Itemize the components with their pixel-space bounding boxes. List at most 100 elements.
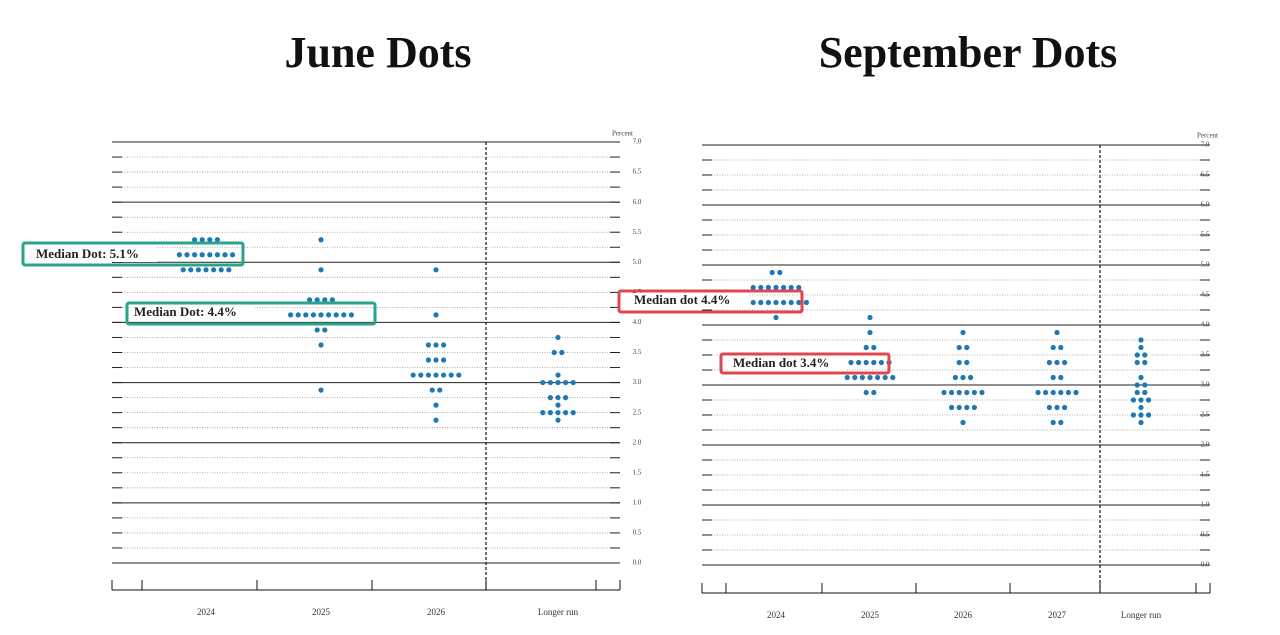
dot — [1138, 397, 1144, 403]
dot — [456, 372, 462, 378]
y-tick-label: 1.0 — [633, 498, 642, 506]
dot — [949, 404, 955, 411]
y-tick-label: 5.0 — [633, 258, 642, 266]
annotation: Median dot 3.4% — [719, 352, 891, 375]
dot — [890, 374, 896, 381]
dot — [1050, 389, 1056, 396]
dot — [214, 237, 220, 243]
unit-label: Percent — [612, 130, 633, 138]
y-tick-label: 3.5 — [1201, 351, 1210, 359]
dot — [1073, 389, 1079, 396]
dot — [540, 379, 546, 386]
annotation-text: Median Dot: 5.1% — [36, 246, 139, 261]
dot — [758, 299, 764, 306]
dot — [211, 267, 217, 273]
dot — [348, 312, 354, 318]
dot — [1050, 419, 1056, 426]
y-tick-label: 7.0 — [1201, 141, 1210, 149]
dot — [199, 252, 205, 258]
dot — [1134, 382, 1140, 388]
dot — [429, 387, 435, 393]
chart-title: September Dots — [819, 28, 1118, 77]
dot — [222, 252, 228, 258]
x-tick-label: 2027 — [1048, 610, 1067, 620]
dot — [1130, 412, 1136, 418]
dot — [555, 417, 561, 423]
dot — [563, 410, 569, 416]
y-tick-label: 6.5 — [1201, 171, 1210, 179]
dot — [1142, 352, 1148, 358]
dot — [425, 357, 431, 363]
dot — [1054, 404, 1060, 411]
dot — [230, 252, 236, 258]
dot — [960, 374, 966, 381]
dot — [341, 312, 347, 318]
y-tick-label: 6.0 — [633, 198, 642, 206]
dot — [318, 387, 324, 393]
dot — [329, 297, 335, 303]
dot — [555, 402, 561, 408]
dot — [203, 267, 209, 273]
dot — [437, 387, 443, 393]
y-tick-label: 1.5 — [1201, 471, 1210, 479]
y-tick-label: 6.0 — [1201, 201, 1210, 209]
dot — [295, 312, 301, 318]
dot — [1142, 389, 1148, 396]
dot — [781, 284, 787, 291]
annotation-bg — [728, 356, 846, 371]
y-tick-label: 4.5 — [1201, 291, 1210, 299]
dot — [433, 357, 439, 363]
dot — [960, 419, 966, 426]
dot — [1138, 419, 1144, 426]
dot — [1043, 389, 1049, 396]
dot — [871, 359, 877, 366]
annotation-text: Median dot 4.4% — [634, 292, 730, 307]
x-tick-label: 2024 — [197, 607, 216, 617]
dot — [773, 299, 779, 306]
dot — [1054, 359, 1060, 366]
y-tick-label: 1.5 — [633, 468, 642, 476]
y-tick-label: 1.0 — [1201, 501, 1210, 509]
dot — [979, 389, 985, 396]
dot — [180, 267, 186, 273]
dot — [781, 299, 787, 306]
dot — [852, 374, 858, 381]
annotation-text: Median dot 3.4% — [733, 355, 829, 370]
dot — [559, 349, 565, 356]
dot — [856, 359, 862, 366]
dot — [964, 359, 970, 366]
dot — [310, 312, 316, 318]
dot — [859, 374, 866, 381]
dot — [226, 267, 232, 273]
dot — [773, 284, 779, 291]
dot — [441, 357, 447, 363]
unit-label: Percent — [1197, 132, 1218, 140]
dot — [964, 404, 970, 411]
y-tick-label: 3.5 — [633, 348, 642, 356]
annotation-box — [21, 241, 245, 267]
x-tick-label: 2026 — [954, 610, 973, 620]
dot — [441, 342, 447, 348]
y-tick-label: 6.5 — [633, 168, 642, 176]
annotation-box — [719, 352, 891, 375]
dot — [188, 267, 194, 273]
dot — [433, 312, 439, 318]
dot — [796, 299, 802, 306]
dot — [956, 344, 962, 351]
dot — [1054, 329, 1060, 336]
dot — [867, 329, 873, 336]
dot — [448, 372, 454, 378]
y-tick-label: 5.5 — [633, 228, 642, 236]
dot — [303, 312, 309, 318]
dot — [307, 297, 313, 303]
dot — [777, 269, 783, 276]
x-tick-label: Longer run — [1121, 610, 1162, 620]
dot — [1058, 344, 1064, 351]
dot — [863, 359, 869, 366]
dot — [1134, 352, 1140, 358]
dot — [176, 252, 182, 258]
y-tick-label: 2.5 — [633, 408, 642, 416]
dot — [875, 374, 881, 381]
dot — [863, 389, 869, 396]
dot — [570, 410, 576, 416]
